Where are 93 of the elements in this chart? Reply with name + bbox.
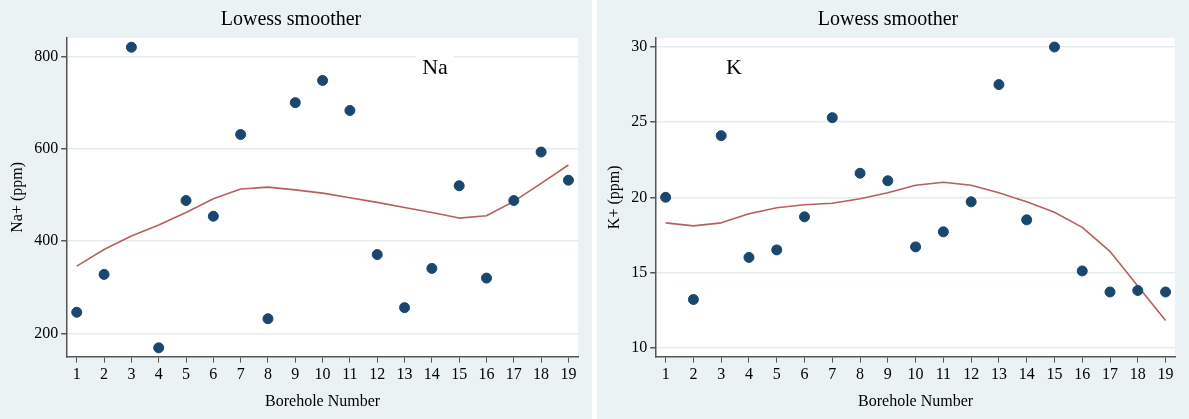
x-tick-label: 4: [744, 365, 753, 383]
point: [771, 244, 783, 256]
point: [743, 251, 755, 263]
point: [993, 79, 1005, 91]
point: [399, 302, 411, 314]
x-tick-label: 8: [263, 365, 272, 383]
point: [98, 268, 110, 280]
annotation: K: [726, 53, 743, 79]
x-tick-label: 10: [314, 365, 331, 383]
chart-title: Lowess smoother: [220, 7, 362, 30]
x-tick-label: 12: [963, 365, 980, 383]
x-tick-label: 6: [209, 365, 218, 383]
point: [153, 342, 165, 354]
x-tick-label: 3: [127, 365, 136, 383]
point: [1104, 286, 1116, 298]
point: [687, 293, 699, 305]
point: [854, 167, 866, 179]
x-tick-label: 2: [689, 365, 698, 383]
x-tick-label: 4: [154, 365, 163, 383]
x-tick-label: 5: [772, 365, 781, 383]
point: [826, 112, 838, 124]
annotation: Na: [422, 53, 449, 79]
y-tick-label: 600: [34, 139, 59, 157]
point: [289, 97, 301, 109]
x-tick-label: 11: [935, 365, 952, 383]
y-axis-title: K+ (ppm): [604, 165, 623, 230]
x-tick-label: 13: [990, 365, 1007, 383]
x-tick-label: 13: [396, 365, 413, 383]
point: [882, 175, 894, 187]
y-tick-label: 800: [34, 46, 59, 64]
point: [1132, 284, 1144, 296]
point: [1048, 41, 1060, 53]
x-tick-label: 6: [800, 365, 809, 383]
y-tick-label: 200: [34, 323, 59, 341]
x-tick-label: 18: [1129, 365, 1146, 383]
y-tick-label: 15: [631, 262, 648, 280]
x-tick-label: 5: [182, 365, 191, 383]
x-axis-title: Borehole Number: [265, 391, 381, 409]
x-tick-label: 17: [1102, 365, 1119, 383]
x-tick-label: 9: [883, 365, 892, 383]
x-tick-label: 2: [100, 365, 109, 383]
y-axis-title: Na+ (ppm): [7, 161, 26, 233]
point: [125, 41, 137, 53]
x-tick-label: 14: [423, 365, 440, 383]
point: [235, 129, 247, 140]
point: [480, 272, 492, 284]
x-tick-label: 17: [505, 365, 522, 383]
point: [937, 226, 949, 238]
point: [1076, 265, 1088, 277]
x-tick-label: 1: [661, 365, 670, 383]
point: [426, 262, 438, 274]
x-tick-label: 9: [291, 365, 300, 383]
x-tick-label: 19: [560, 365, 577, 383]
x-tick-label: 3: [717, 365, 726, 383]
chart-title: Lowess smoother: [817, 7, 959, 30]
x-tick-label: 7: [236, 365, 245, 383]
x-tick-label: 11: [342, 365, 358, 383]
point: [317, 74, 329, 86]
y-tick-label: 20: [631, 187, 648, 205]
x-tick-label: 19: [1157, 365, 1174, 383]
y-tick-label: 25: [631, 112, 648, 130]
point: [344, 104, 356, 116]
point: [180, 195, 192, 207]
x-tick-label: 16: [1074, 365, 1091, 383]
point: [1021, 214, 1033, 226]
x-tick-label: 12: [369, 365, 386, 383]
y-tick-label: 10: [631, 337, 648, 355]
point: [799, 211, 811, 223]
point: [660, 191, 672, 203]
point: [508, 195, 520, 207]
x-tick-label: 15: [451, 365, 468, 383]
point: [453, 180, 465, 192]
x-tick-label: 16: [478, 365, 495, 383]
y-tick-label: 30: [631, 37, 648, 55]
point: [910, 241, 922, 253]
point: [71, 306, 83, 318]
x-tick-label: 18: [533, 365, 550, 383]
x-tick-label: 14: [1018, 365, 1035, 383]
x-tick-label: 15: [1046, 365, 1063, 383]
point: [562, 174, 574, 186]
point: [207, 210, 219, 222]
x-tick-label: 8: [856, 365, 865, 383]
x-tick-label: 7: [828, 365, 837, 383]
point: [371, 249, 383, 261]
x-tick-label: 10: [907, 365, 924, 383]
point: [965, 196, 977, 208]
point: [1160, 286, 1172, 298]
y-tick-label: 400: [34, 231, 59, 249]
point: [715, 130, 727, 142]
point: [535, 146, 547, 158]
x-tick-label: 1: [72, 365, 81, 383]
x-axis-title: Borehole Number: [858, 391, 974, 409]
point: [262, 313, 274, 325]
